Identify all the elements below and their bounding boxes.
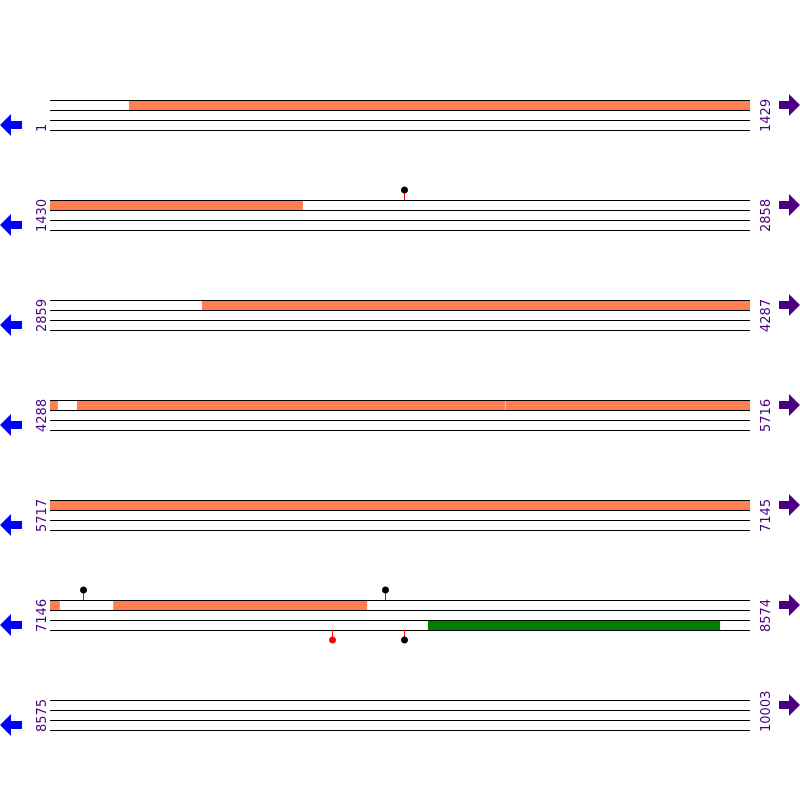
sequence-row: 7146 8574	[0, 586, 800, 644]
row-start-label: 8575	[35, 699, 50, 732]
orf-feature[interactable]	[505, 400, 750, 410]
marker-dot[interactable]	[382, 586, 389, 594]
arrow-right-icon[interactable]	[779, 294, 800, 316]
row-start-label: 1	[35, 124, 50, 132]
arrow-left-icon[interactable]	[0, 614, 22, 636]
orf-feature[interactable]	[201, 300, 750, 310]
sequence-row: 2859 4287	[0, 294, 800, 336]
row-end-label: 5716	[759, 399, 774, 432]
row-end-label: 2858	[759, 199, 774, 232]
row-end-label: 1429	[759, 99, 774, 132]
orf-feature[interactable]	[113, 600, 368, 610]
sequence-row: 1 1429	[0, 94, 800, 136]
row-start-label: 7146	[35, 599, 50, 632]
arrow-left-icon[interactable]	[0, 714, 22, 736]
orf-feature[interactable]	[50, 600, 60, 610]
row-end-label: 10003	[759, 691, 774, 732]
sequence-row: 4288 5716	[0, 394, 800, 436]
row-start-label: 4288	[35, 399, 50, 432]
arrow-right-icon[interactable]	[779, 194, 800, 216]
arrow-right-icon[interactable]	[779, 94, 800, 116]
arrow-left-icon[interactable]	[0, 114, 22, 136]
orf-feature[interactable]	[50, 400, 58, 410]
sequence-row: 8575 10003	[0, 691, 800, 736]
sequence-row: 5717 7145	[0, 494, 800, 536]
arrow-right-icon[interactable]	[779, 394, 800, 416]
marker-dot[interactable]	[329, 636, 336, 644]
row-start-label: 1430	[35, 199, 50, 232]
row-start-label: 2859	[35, 299, 50, 332]
marker-dot[interactable]	[80, 586, 87, 594]
orf-feature[interactable]	[76, 400, 505, 410]
arrow-right-icon[interactable]	[779, 694, 800, 716]
row-end-label: 7145	[759, 499, 774, 532]
orf-feature[interactable]	[50, 200, 303, 210]
arrow-left-icon[interactable]	[0, 314, 22, 336]
row-start-label: 5717	[35, 499, 50, 532]
arrow-left-icon[interactable]	[0, 414, 22, 436]
sequence-row: 1430 2858	[0, 186, 800, 236]
row-end-label: 4287	[759, 299, 774, 332]
orf-feature[interactable]	[50, 500, 750, 510]
orf-feature[interactable]	[427, 620, 721, 630]
row-end-label: 8574	[759, 599, 774, 632]
arrow-right-icon[interactable]	[779, 494, 800, 516]
marker-dot[interactable]	[401, 636, 408, 644]
orf-feature[interactable]	[128, 100, 750, 110]
arrow-left-icon[interactable]	[0, 514, 22, 536]
arrow-left-icon[interactable]	[0, 214, 22, 236]
marker-dot[interactable]	[401, 186, 408, 194]
arrow-right-icon[interactable]	[779, 594, 800, 616]
